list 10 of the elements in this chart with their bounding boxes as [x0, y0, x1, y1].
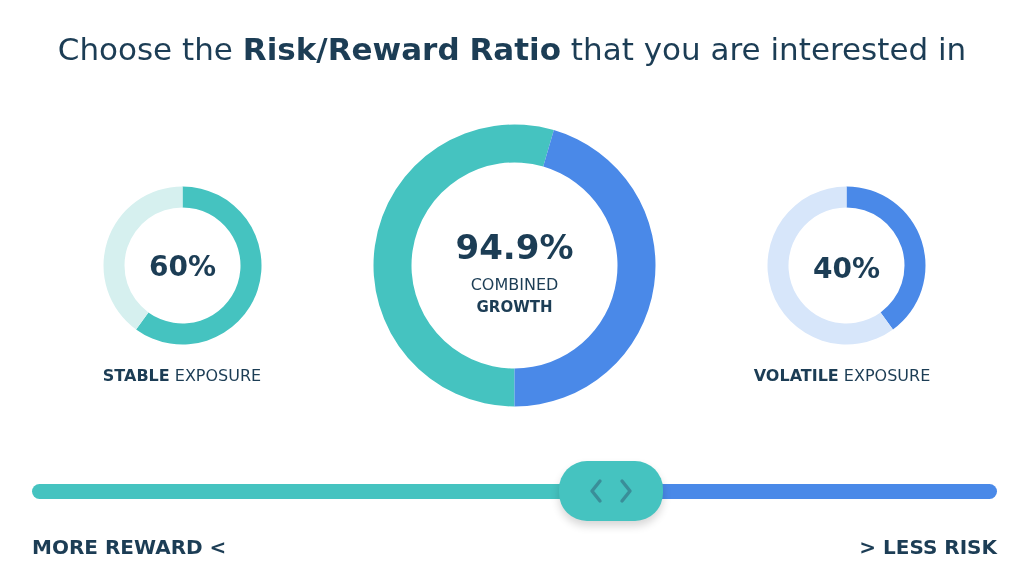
text: MORE REWARD <: [32, 535, 227, 559]
text: COMBINED: [470, 275, 559, 294]
text: 94.9%: [455, 226, 574, 267]
text: VOLATILE EXPOSURE: [753, 366, 931, 385]
text: Choose the Risk/Reward Ratio that you are interested in: [57, 30, 967, 69]
text: STABLE EXPOSURE: [102, 366, 262, 385]
text: 40%: [812, 252, 881, 285]
text: > LESS RISK: [859, 535, 997, 559]
text: GROWTH: [476, 297, 553, 316]
text: 60%: [148, 250, 217, 283]
